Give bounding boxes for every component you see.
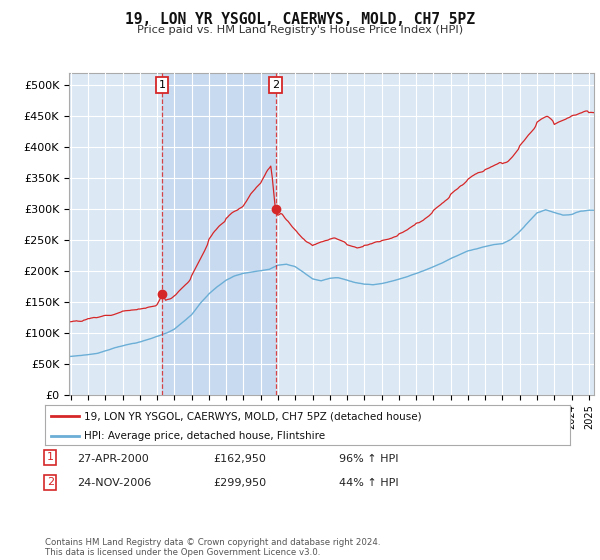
Text: Contains HM Land Registry data © Crown copyright and database right 2024.
This d: Contains HM Land Registry data © Crown c… xyxy=(45,538,380,557)
Text: 96% ↑ HPI: 96% ↑ HPI xyxy=(339,454,398,464)
Text: 1: 1 xyxy=(158,80,166,90)
Text: 19, LON YR YSGOL, CAERWYS, MOLD, CH7 5PZ (detached house): 19, LON YR YSGOL, CAERWYS, MOLD, CH7 5PZ… xyxy=(85,411,422,421)
Text: £162,950: £162,950 xyxy=(213,454,266,464)
Text: 24-NOV-2006: 24-NOV-2006 xyxy=(77,478,151,488)
Text: 1: 1 xyxy=(47,452,54,463)
Text: 2: 2 xyxy=(47,477,54,487)
Text: £299,950: £299,950 xyxy=(213,478,266,488)
Text: Price paid vs. HM Land Registry's House Price Index (HPI): Price paid vs. HM Land Registry's House … xyxy=(137,25,463,35)
Text: HPI: Average price, detached house, Flintshire: HPI: Average price, detached house, Flin… xyxy=(85,431,325,441)
Text: 44% ↑ HPI: 44% ↑ HPI xyxy=(339,478,398,488)
Text: 19, LON YR YSGOL, CAERWYS, MOLD, CH7 5PZ: 19, LON YR YSGOL, CAERWYS, MOLD, CH7 5PZ xyxy=(125,12,475,27)
Text: 2: 2 xyxy=(272,80,279,90)
Text: 27-APR-2000: 27-APR-2000 xyxy=(77,454,149,464)
Bar xyxy=(162,73,276,395)
